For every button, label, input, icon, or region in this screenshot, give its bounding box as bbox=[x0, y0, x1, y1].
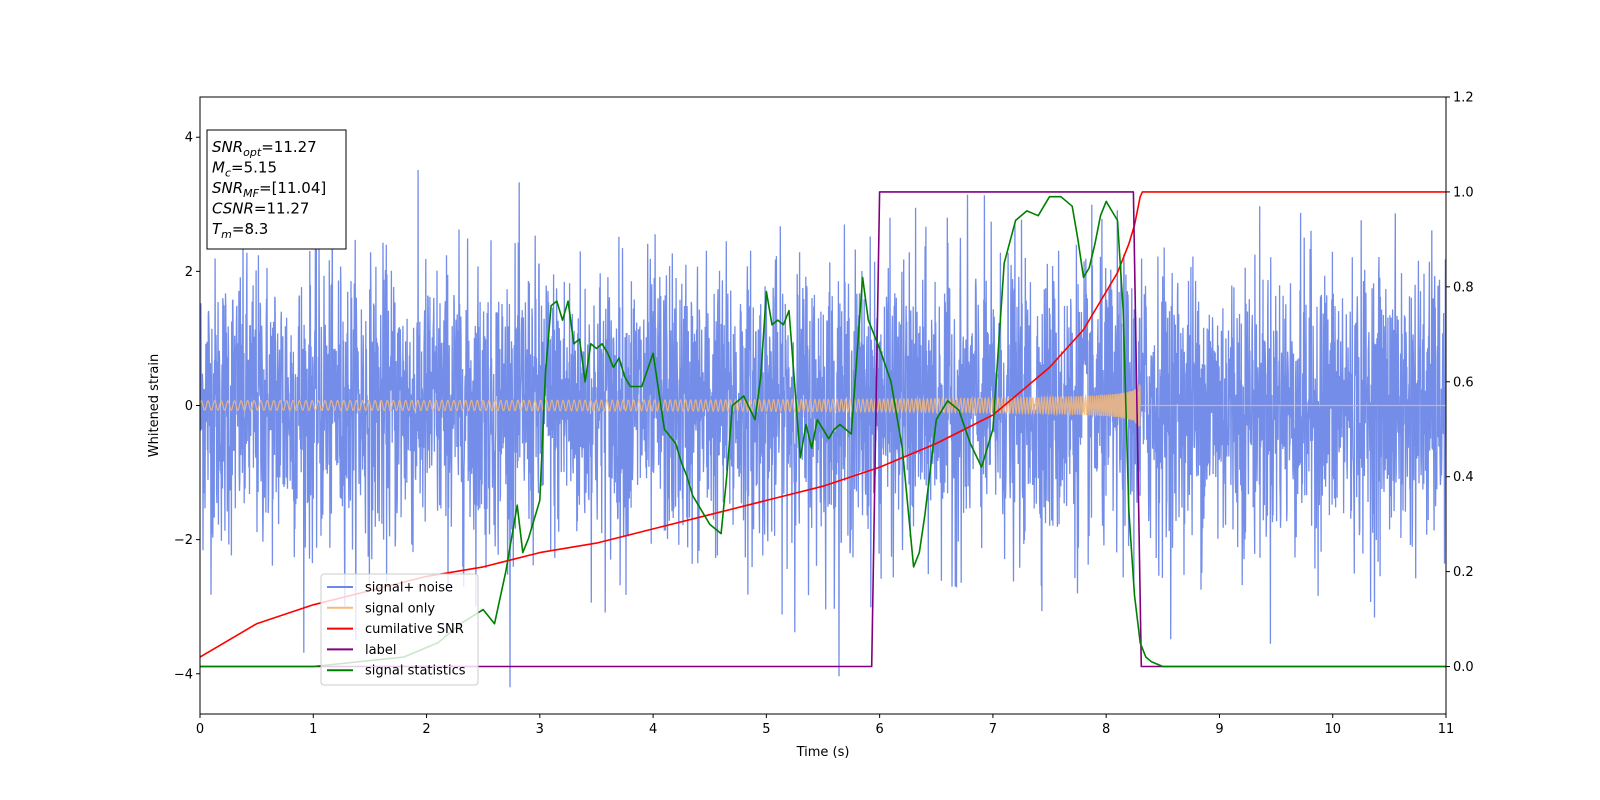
info-line: Tm=8.3 bbox=[212, 220, 268, 241]
y2-tick-label: 0.4 bbox=[1453, 470, 1474, 485]
x-tick-label: 1 bbox=[309, 722, 317, 737]
x-tick-label: 4 bbox=[649, 722, 657, 737]
y2-tick-label: 0.2 bbox=[1453, 565, 1474, 580]
info-line: CSNR=11.27 bbox=[212, 200, 309, 218]
legend-label: label bbox=[365, 643, 396, 658]
info-line: Mc=5.15 bbox=[212, 159, 277, 180]
y2-tick-label: 0.8 bbox=[1453, 280, 1474, 295]
x-tick-label: 5 bbox=[762, 722, 770, 737]
info-box-frame bbox=[206, 129, 347, 250]
x-tick-label: 11 bbox=[1438, 722, 1455, 737]
axes: 0 1 2 3 4 5 6 7 8 9 10 11 4 2 0 −2 −4 1.2 1.0 0.8 0.6 0.4 0.2 0… bbox=[174, 91, 1474, 738]
legend-label: signal statistics bbox=[365, 664, 466, 679]
series-signal-statistics bbox=[200, 195, 1446, 668]
y-tick-label: −4 bbox=[174, 667, 193, 682]
x-tick-label: 2 bbox=[422, 722, 430, 737]
x-tick-label: 9 bbox=[1215, 722, 1223, 737]
y-tick-label: 0 bbox=[185, 399, 193, 414]
y-tick-label: 4 bbox=[185, 131, 193, 146]
x-tick-label: 0 bbox=[196, 722, 204, 737]
x-tick-label: 8 bbox=[1102, 722, 1110, 737]
x-axis-label: Time (s) bbox=[796, 745, 850, 760]
y2-tick-label: 0.0 bbox=[1453, 660, 1474, 675]
y2-tick-label: 1.0 bbox=[1453, 185, 1474, 200]
legend-label: signal+ noise bbox=[365, 581, 453, 596]
legend-label: cumilative SNR bbox=[365, 622, 464, 637]
y-tick-label: −2 bbox=[174, 533, 193, 548]
x-tick-label: 10 bbox=[1324, 722, 1341, 737]
legend-frame bbox=[320, 573, 479, 686]
legend: signal+ noise signal only cumilative SNR la… bbox=[320, 573, 479, 686]
y-axis-label: Whitened strain bbox=[147, 354, 162, 457]
y-tick-label: 2 bbox=[185, 265, 193, 280]
legend-label: signal only bbox=[365, 601, 435, 616]
info-box: SNRopt=11.27Mc=5.15SNRMF=[11.04]CSNR=11.… bbox=[206, 129, 347, 250]
x-tick-label: 3 bbox=[536, 722, 544, 737]
y2-tick-label: 1.2 bbox=[1453, 91, 1474, 106]
series-signal-noise bbox=[200, 169, 1446, 688]
info-line: SNRopt=11.27 bbox=[212, 138, 317, 159]
info-line: SNRMF=[11.04] bbox=[212, 179, 326, 200]
x-tick-label: 6 bbox=[875, 722, 883, 737]
series-signal-only bbox=[200, 384, 1446, 427]
x-tick-label: 7 bbox=[989, 722, 997, 737]
y2-tick-label: 0.6 bbox=[1453, 375, 1474, 390]
